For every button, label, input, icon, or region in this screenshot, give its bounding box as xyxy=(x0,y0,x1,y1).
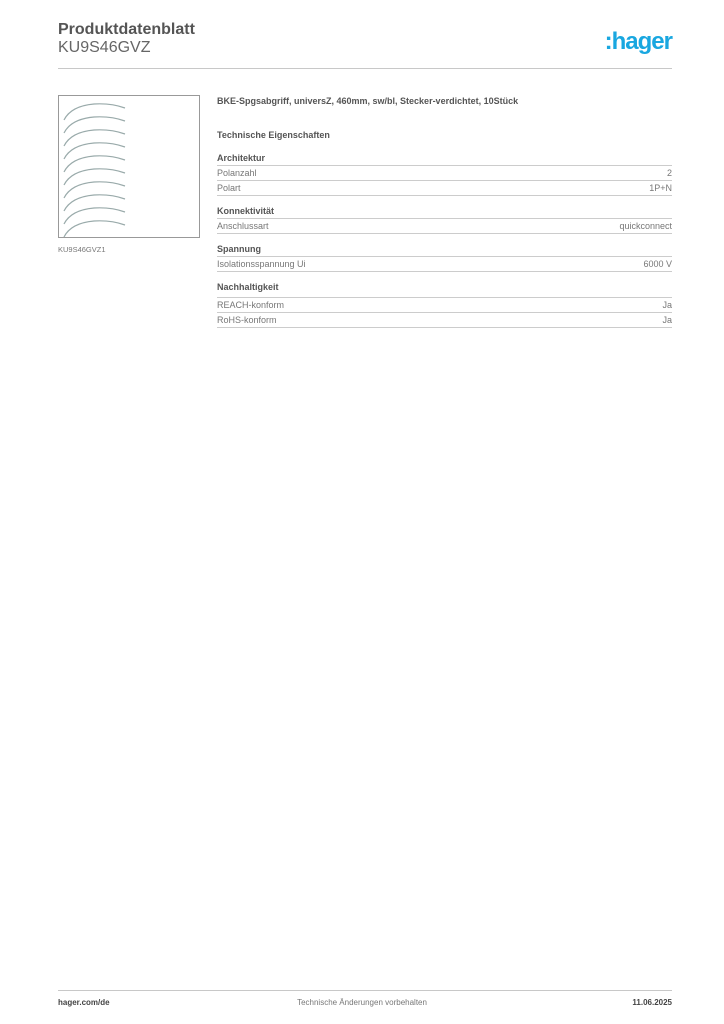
cable xyxy=(63,207,126,225)
cable-set-image xyxy=(63,103,126,238)
cable xyxy=(63,103,126,121)
product-details: BKE-Spgsabgriff, universZ, 460mm, sw/bl,… xyxy=(217,96,672,337)
image-caption: KU9S46GVZ1 xyxy=(58,245,106,254)
property-value: quickconnect xyxy=(619,221,672,231)
property-value: Ja xyxy=(662,300,672,310)
article-number: KU9S46GVZ xyxy=(58,39,151,56)
property-label: REACH-konform xyxy=(217,300,285,310)
property-value: 6000 V xyxy=(643,259,672,269)
property-value: 1P+N xyxy=(649,183,672,193)
property-value: Ja xyxy=(662,315,672,325)
property-row: Polanzahl 2 xyxy=(217,166,672,181)
footer-website[interactable]: hager.com/de xyxy=(58,998,110,1007)
cable xyxy=(63,181,126,199)
section-title: Nachhaltigkeit xyxy=(217,281,672,298)
property-row: Anschlussart quickconnect xyxy=(217,219,672,234)
property-label: Anschlussart xyxy=(217,221,269,231)
section-spannung: Spannung Isolationsspannung Ui 6000 V xyxy=(217,243,672,272)
property-value: 2 xyxy=(666,168,672,178)
section-title: Architektur xyxy=(217,152,672,166)
property-row: Isolationsspannung Ui 6000 V xyxy=(217,257,672,272)
hager-logo: :hager xyxy=(604,28,673,55)
footer-divider xyxy=(58,990,672,991)
cable xyxy=(63,129,126,147)
header-divider xyxy=(58,68,672,69)
cable xyxy=(63,116,126,134)
section-architektur: Architektur Polanzahl 2 Polart 1P+N xyxy=(217,152,672,196)
section-title: Spannung xyxy=(217,243,672,257)
property-label: RoHS-konform xyxy=(217,315,277,325)
cable xyxy=(63,155,126,173)
property-row: Polart 1P+N xyxy=(217,181,672,196)
property-label: Isolationsspannung Ui xyxy=(217,259,306,269)
page-title: Produktdatenblatt xyxy=(58,21,195,38)
cable xyxy=(63,220,126,238)
property-label: Polart xyxy=(217,183,241,193)
product-image xyxy=(58,95,200,238)
tech-heading: Technische Eigenschaften xyxy=(217,130,330,140)
cable xyxy=(63,194,126,212)
property-row: RoHS-konform Ja xyxy=(217,313,672,328)
property-label: Polanzahl xyxy=(217,168,257,178)
cable xyxy=(63,168,126,186)
cable xyxy=(63,142,126,160)
property-row: REACH-konform Ja xyxy=(217,298,672,313)
product-name: BKE-Spgsabgriff, universZ, 460mm, sw/bl,… xyxy=(217,96,519,106)
property-sections: Architektur Polanzahl 2 Polart 1P+N Konnektiv… xyxy=(217,152,672,328)
footer-note: Technische Änderungen vorbehalten xyxy=(297,998,427,1007)
section-konnektivität: Konnektivität Anschlussart quickconnect xyxy=(217,205,672,234)
footer-date: 11.06.2025 xyxy=(632,998,672,1007)
section-nachhaltigkeit: Nachhaltigkeit REACH-konform Ja RoHS-konfor… xyxy=(217,281,672,328)
section-title: Konnektivität xyxy=(217,205,672,219)
